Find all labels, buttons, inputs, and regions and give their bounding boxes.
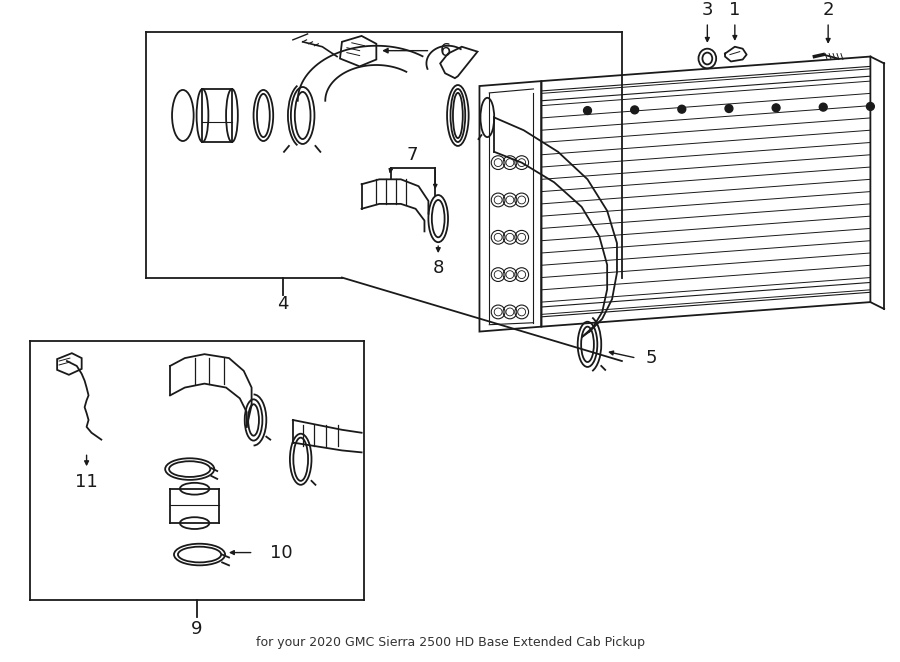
Text: 1: 1: [729, 1, 741, 19]
Circle shape: [678, 105, 686, 113]
Text: 8: 8: [433, 259, 444, 277]
Circle shape: [867, 103, 874, 111]
Text: 11: 11: [76, 473, 98, 491]
Text: 10: 10: [270, 544, 292, 561]
Circle shape: [819, 103, 827, 111]
Circle shape: [772, 104, 780, 112]
Text: 2: 2: [823, 1, 834, 19]
Text: 7: 7: [407, 146, 418, 164]
Text: 6: 6: [439, 42, 451, 60]
Circle shape: [583, 107, 591, 115]
Text: for your 2020 GMC Sierra 2500 HD Base Extended Cab Pickup: for your 2020 GMC Sierra 2500 HD Base Ex…: [256, 636, 644, 649]
Text: 9: 9: [191, 620, 202, 638]
Text: 4: 4: [277, 295, 289, 313]
Text: 5: 5: [645, 349, 657, 367]
Circle shape: [725, 105, 733, 113]
Circle shape: [631, 106, 639, 114]
Text: 3: 3: [702, 1, 713, 19]
